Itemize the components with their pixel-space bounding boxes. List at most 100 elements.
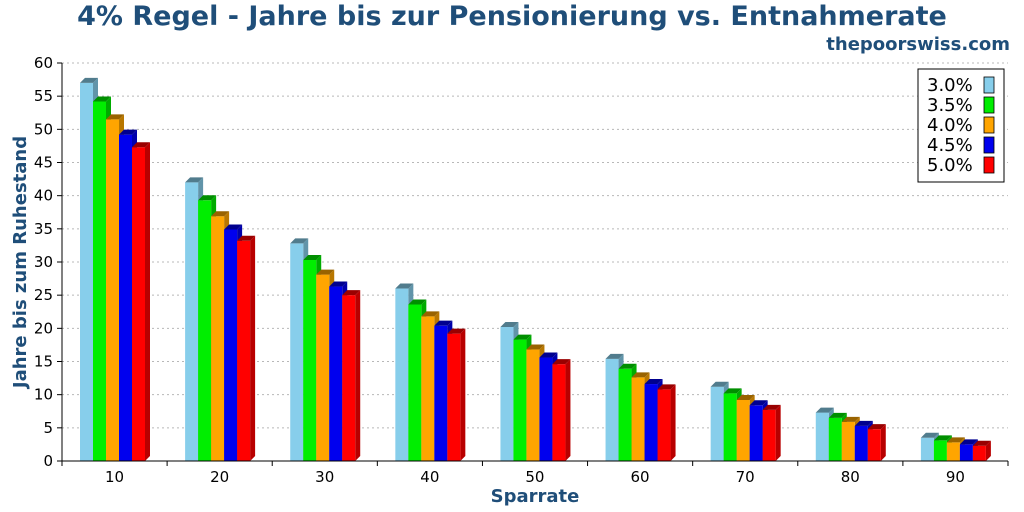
bar-top	[513, 334, 532, 340]
y-tick-label: 10	[34, 386, 53, 404]
bar-side	[670, 384, 676, 461]
y-tick-label: 55	[34, 87, 53, 105]
bar-top	[500, 322, 519, 328]
x-tick-label: 40	[420, 468, 439, 486]
bar-50-3.0%	[500, 327, 514, 461]
bar-10-3.5%	[93, 101, 106, 462]
bar-top	[841, 416, 860, 422]
y-tick-label: 5	[43, 419, 53, 437]
bar-80-3.5%	[828, 417, 842, 461]
bar-10-3.0%	[80, 82, 93, 462]
y-tick-label: 15	[34, 353, 53, 371]
bar-40-4.0%	[421, 316, 435, 461]
bar-top	[933, 435, 952, 441]
bar-top	[867, 424, 886, 430]
legend-label: 4.0%	[927, 115, 973, 136]
bar-top	[736, 394, 755, 400]
bar-top	[342, 290, 361, 296]
x-tick-label: 30	[315, 468, 334, 486]
bar-top	[828, 412, 847, 418]
bar-top	[198, 195, 217, 201]
bar-40-3.0%	[395, 288, 409, 461]
bar-top	[421, 311, 440, 317]
bar-top	[434, 320, 453, 326]
bar-70-3.5%	[723, 393, 737, 461]
legend-swatch	[983, 116, 995, 134]
bar-90-3.0%	[920, 437, 934, 461]
bar-top	[539, 352, 558, 358]
bar-side	[145, 142, 150, 461]
bar-50-4.0%	[526, 349, 540, 461]
bar-top	[959, 439, 978, 445]
axes-layer: 0 5 10 15 20 25 30 35 40 45 50 55 60 10 20 30 40 50 60 70 80…	[10, 54, 1009, 507]
bar-top	[618, 363, 637, 369]
bar-top	[211, 211, 230, 217]
x-tick-label: 10	[105, 468, 124, 486]
bar-side	[880, 424, 886, 461]
bar-top	[395, 283, 414, 289]
bar-top	[946, 437, 965, 443]
bar-top	[303, 255, 322, 261]
bar-50-3.5%	[513, 339, 527, 461]
bar-top	[972, 440, 991, 446]
bar-side	[460, 328, 466, 461]
bar-top	[80, 77, 98, 83]
bar-30-3.5%	[303, 260, 317, 461]
bar-side	[355, 290, 361, 461]
bar-50-5.0%	[552, 364, 566, 461]
bar-top	[552, 359, 571, 365]
bar-top	[762, 404, 781, 410]
bar-top	[132, 142, 150, 148]
bar-60-5.0%	[657, 389, 671, 461]
bar-30-5.0%	[342, 295, 356, 461]
x-tick-label: 50	[525, 468, 544, 486]
y-tick-label: 20	[34, 319, 53, 337]
bar-30-3.0%	[290, 243, 304, 461]
bar-top	[815, 407, 834, 413]
bar-90-3.5%	[933, 440, 947, 461]
bar-top	[854, 420, 873, 426]
legend-label: 3.0%	[927, 75, 973, 96]
bar-10-5.0%	[132, 147, 145, 461]
bar-90-4.5%	[959, 444, 973, 461]
bar-top	[723, 388, 742, 394]
bar-10-4.5%	[119, 134, 132, 461]
bar-side	[250, 235, 256, 461]
bar-top	[329, 281, 348, 287]
bar-top	[920, 432, 939, 438]
bar-top	[408, 299, 427, 305]
y-tick-label: 0	[43, 452, 53, 470]
bar-top	[447, 328, 466, 334]
bar-60-3.0%	[605, 358, 619, 461]
bar-top	[224, 224, 243, 230]
bar-40-3.5%	[408, 304, 422, 461]
bars-layer	[80, 77, 991, 462]
bar-top	[119, 129, 137, 135]
bar-90-5.0%	[972, 445, 986, 461]
chart-title: 4% Regel - Jahre bis zur Pensionierung v…	[77, 1, 947, 32]
bar-top	[644, 379, 663, 385]
bar-top	[710, 381, 729, 387]
bar-70-3.0%	[710, 386, 724, 461]
bar-top	[106, 114, 124, 120]
bar-20-3.0%	[185, 182, 199, 461]
legend: 3.0%3.5%4.0%4.5%5.0%	[917, 68, 1005, 183]
bar-top	[237, 235, 256, 241]
y-tick-label: 50	[34, 120, 53, 138]
legend-swatch	[983, 96, 995, 114]
y-tick-label: 45	[34, 154, 53, 172]
legend-label: 5.0%	[927, 155, 973, 176]
bar-60-3.5%	[618, 368, 632, 461]
y-tick-label: 25	[34, 286, 53, 304]
bar-70-4.0%	[736, 399, 750, 461]
bar-top	[316, 269, 335, 275]
x-tick-label: 60	[631, 468, 650, 486]
bar-40-4.5%	[434, 325, 448, 461]
bar-80-5.0%	[867, 429, 881, 461]
bar-20-4.5%	[224, 229, 238, 461]
bar-60-4.0%	[631, 377, 645, 461]
y-tick-label: 60	[34, 54, 53, 72]
bar-top	[93, 96, 111, 102]
y-tick-label: 30	[34, 253, 53, 271]
bar-20-4.0%	[211, 216, 225, 461]
